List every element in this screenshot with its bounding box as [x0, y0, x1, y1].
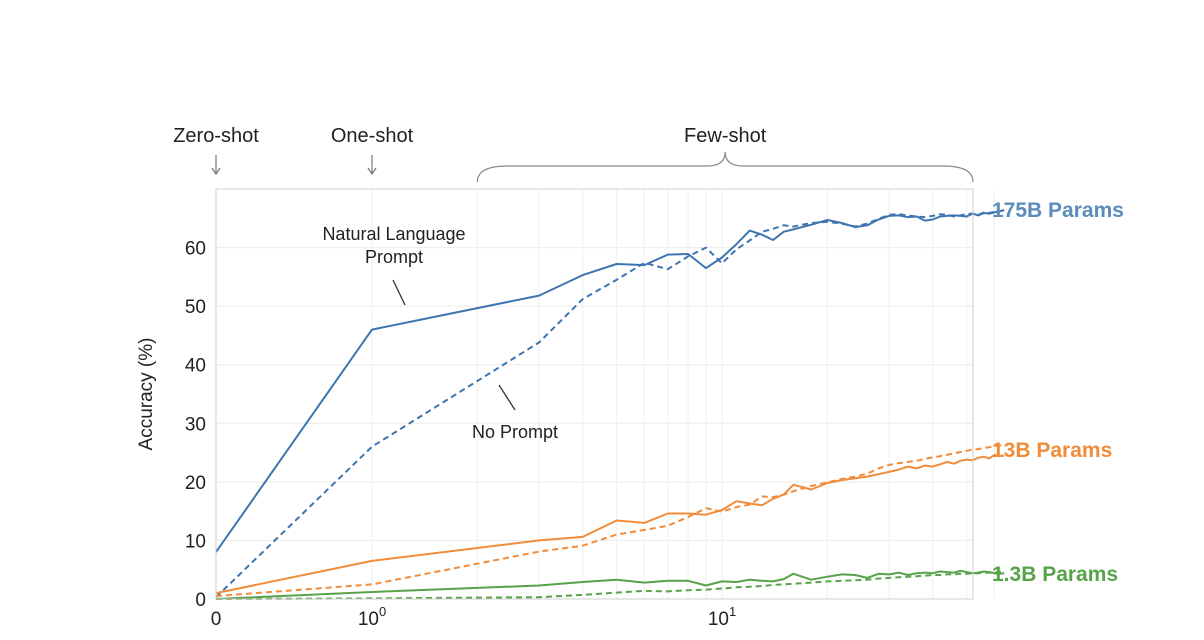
- few-shot-brace: [476, 151, 974, 183]
- y-tick-label: 20: [185, 473, 206, 494]
- region-label: Few-shot: [684, 125, 767, 147]
- axes: 0 10 20 30 40 50 60 0 100 101: [185, 239, 736, 630]
- annotation-prompt-label: Natural Language Prompt: [322, 224, 465, 267]
- region-arrow-head: [367, 167, 377, 176]
- grid-lines: [216, 189, 995, 599]
- series-line-13B-prompt: [215, 453, 1005, 595]
- annotation-pointer: [392, 279, 406, 306]
- y-tick-label: 30: [185, 414, 206, 435]
- annotation-no-prompt-label: No Prompt: [472, 422, 558, 442]
- y-tick-label: 0: [195, 590, 206, 611]
- y-tick-label: 10: [185, 531, 206, 552]
- series-line-175B-no-prompt: [215, 209, 1005, 598]
- region-labels: Zero-shot One-shot Few-shot: [173, 125, 974, 183]
- series-line-1.3B-no-prompt: [215, 571, 1005, 600]
- region-label: One-shot: [331, 125, 414, 147]
- plot-frame: [215, 188, 974, 600]
- annotation-pointer: [498, 384, 516, 411]
- y-axis-label: Accuracy (%): [136, 338, 157, 451]
- series-lines: [215, 209, 1005, 600]
- annotations: Natural Language Prompt No Prompt: [322, 224, 558, 442]
- series-line-1.3B-prompt: [215, 569, 1005, 600]
- x-tick-label: 100: [358, 604, 386, 630]
- series-line-175B-prompt: [215, 209, 1005, 553]
- series-line-13B-no-prompt: [215, 444, 1005, 598]
- y-tick-label: 40: [185, 356, 206, 377]
- x-tick-label: 0: [211, 609, 222, 630]
- series-legend: 175B Params 13B Params 1.3B Params: [992, 199, 1124, 586]
- y-tick-label: 60: [185, 239, 206, 260]
- region-arrow-head: [211, 167, 221, 176]
- y-tick-label: 50: [185, 297, 206, 318]
- x-tick-label: 101: [708, 604, 736, 630]
- legend-entry: 13B Params: [992, 439, 1112, 462]
- legend-entry: 1.3B Params: [992, 563, 1118, 586]
- region-label: Zero-shot: [173, 125, 259, 147]
- legend-entry: 175B Params: [992, 199, 1124, 222]
